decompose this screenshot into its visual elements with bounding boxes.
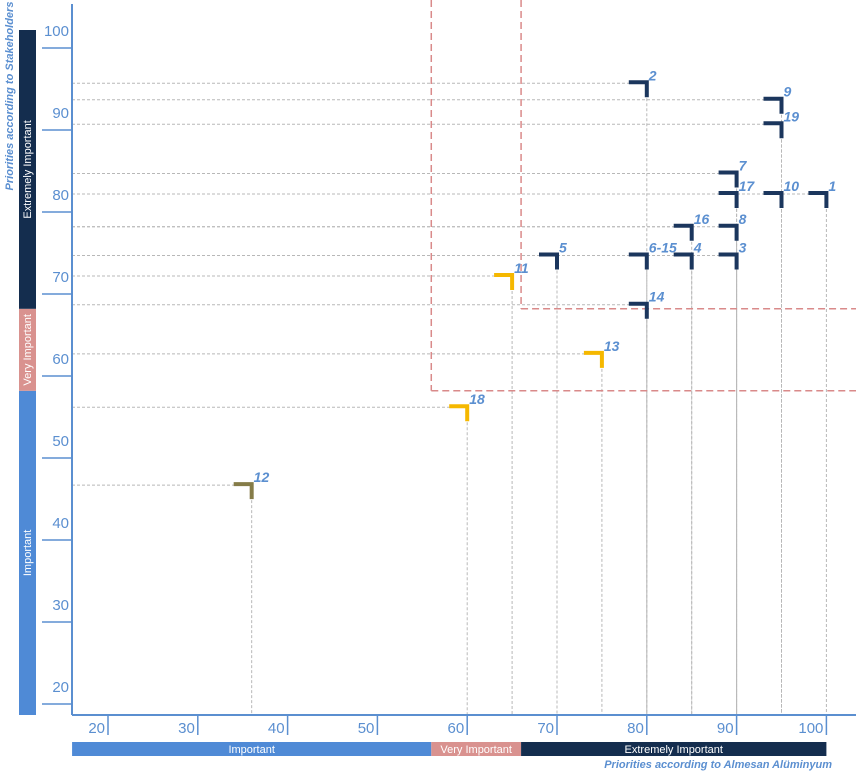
- y-tick-label-20: 20: [52, 679, 69, 696]
- point-marker-18: [449, 404, 470, 422]
- point-marker-1: [808, 191, 829, 208]
- point-label-11: 11: [514, 260, 529, 276]
- point-marker-14: [628, 301, 649, 319]
- x-band-label-2: Extremely Important: [625, 744, 723, 756]
- point-label-13: 13: [604, 338, 620, 354]
- point-label-17: 17: [739, 178, 756, 194]
- point-marker-10: [763, 191, 784, 208]
- point-label-10: 10: [784, 178, 800, 194]
- x-tick-label-30: 30: [178, 720, 195, 737]
- point-marker-7: [718, 170, 739, 188]
- point-marker-16: [673, 223, 694, 241]
- threshold-lines: [430, 0, 856, 392]
- point-marker-5: [539, 252, 559, 270]
- point-label-14: 14: [649, 289, 665, 305]
- point-marker-2: [628, 80, 649, 98]
- y-band-1: [19, 308, 36, 391]
- point-label-1: 1: [828, 178, 836, 194]
- point-label-9: 9: [784, 84, 792, 100]
- x-tick-label-40: 40: [268, 720, 285, 737]
- x-tick-label-60: 60: [448, 720, 465, 737]
- importance-bands: Important Important Very Important Very Imp…: [19, 30, 827, 756]
- y-band-0: [19, 390, 36, 715]
- point-label-5: 5: [559, 240, 567, 256]
- x-tick-label-80: 80: [627, 720, 644, 737]
- point-label-18: 18: [469, 391, 485, 407]
- point-label-2: 2: [648, 67, 657, 83]
- point-marker-3: [718, 252, 739, 270]
- point-marker-12: [233, 482, 254, 500]
- x-tick-label-90: 90: [717, 720, 734, 737]
- y-band-2: [19, 30, 36, 309]
- point-marker-11: [494, 273, 515, 290]
- point-label-6-15: 6-15: [649, 240, 677, 256]
- y-tick-label-60: 60: [52, 351, 69, 368]
- point-label-4: 4: [693, 240, 702, 256]
- point-marker-4: [673, 252, 694, 270]
- x-band-2: [521, 742, 827, 756]
- x-tick-label-100: 100: [798, 720, 823, 737]
- point-label-3: 3: [739, 240, 747, 256]
- y-tick-label-30: 30: [52, 597, 69, 614]
- point-label-8: 8: [739, 211, 747, 227]
- y-band-label-1: Very Important: [22, 314, 34, 386]
- y-tick-label-100: 100: [44, 23, 69, 40]
- y-band-label-2: Extremely Important: [22, 120, 34, 218]
- y-tick-label-90: 90: [52, 105, 69, 122]
- y-tick-label-70: 70: [52, 269, 69, 286]
- y-band-label-0: Important: [22, 530, 34, 576]
- point-label-12: 12: [254, 469, 270, 485]
- point-marker-17: [718, 191, 739, 208]
- point-marker-13: [583, 350, 604, 368]
- y-tick-label-50: 50: [52, 433, 69, 450]
- x-band-1: [431, 742, 522, 756]
- y-tick-label-40: 40: [52, 515, 69, 532]
- point-marker-6-15: [628, 252, 649, 270]
- axes: 20 30 40 50 60 70 80 90 100 20 30 40 50 60 70 80 90 100: [42, 4, 856, 737]
- point-label-19: 19: [784, 108, 800, 124]
- x-axis-title: Priorities according to Almesan Alüminyu…: [604, 759, 832, 771]
- x-tick-label-50: 50: [358, 720, 375, 737]
- x-tick-label-70: 70: [537, 720, 554, 737]
- point-label-7: 7: [739, 158, 748, 174]
- x-band-label-0: Important: [228, 744, 274, 756]
- x-band-0: [72, 742, 432, 756]
- x-tick-label-20: 20: [88, 720, 105, 737]
- point-marker-19: [763, 121, 784, 139]
- x-band-label-1: Very Important: [440, 744, 512, 756]
- point-marker-9: [763, 96, 784, 114]
- y-axis-title: Priorities according to Stakeholders: [4, 2, 16, 191]
- y-tick-label-80: 80: [52, 187, 69, 204]
- point-label-16: 16: [694, 211, 710, 227]
- guide-lines: [72, 82, 827, 715]
- point-marker-8: [718, 223, 739, 241]
